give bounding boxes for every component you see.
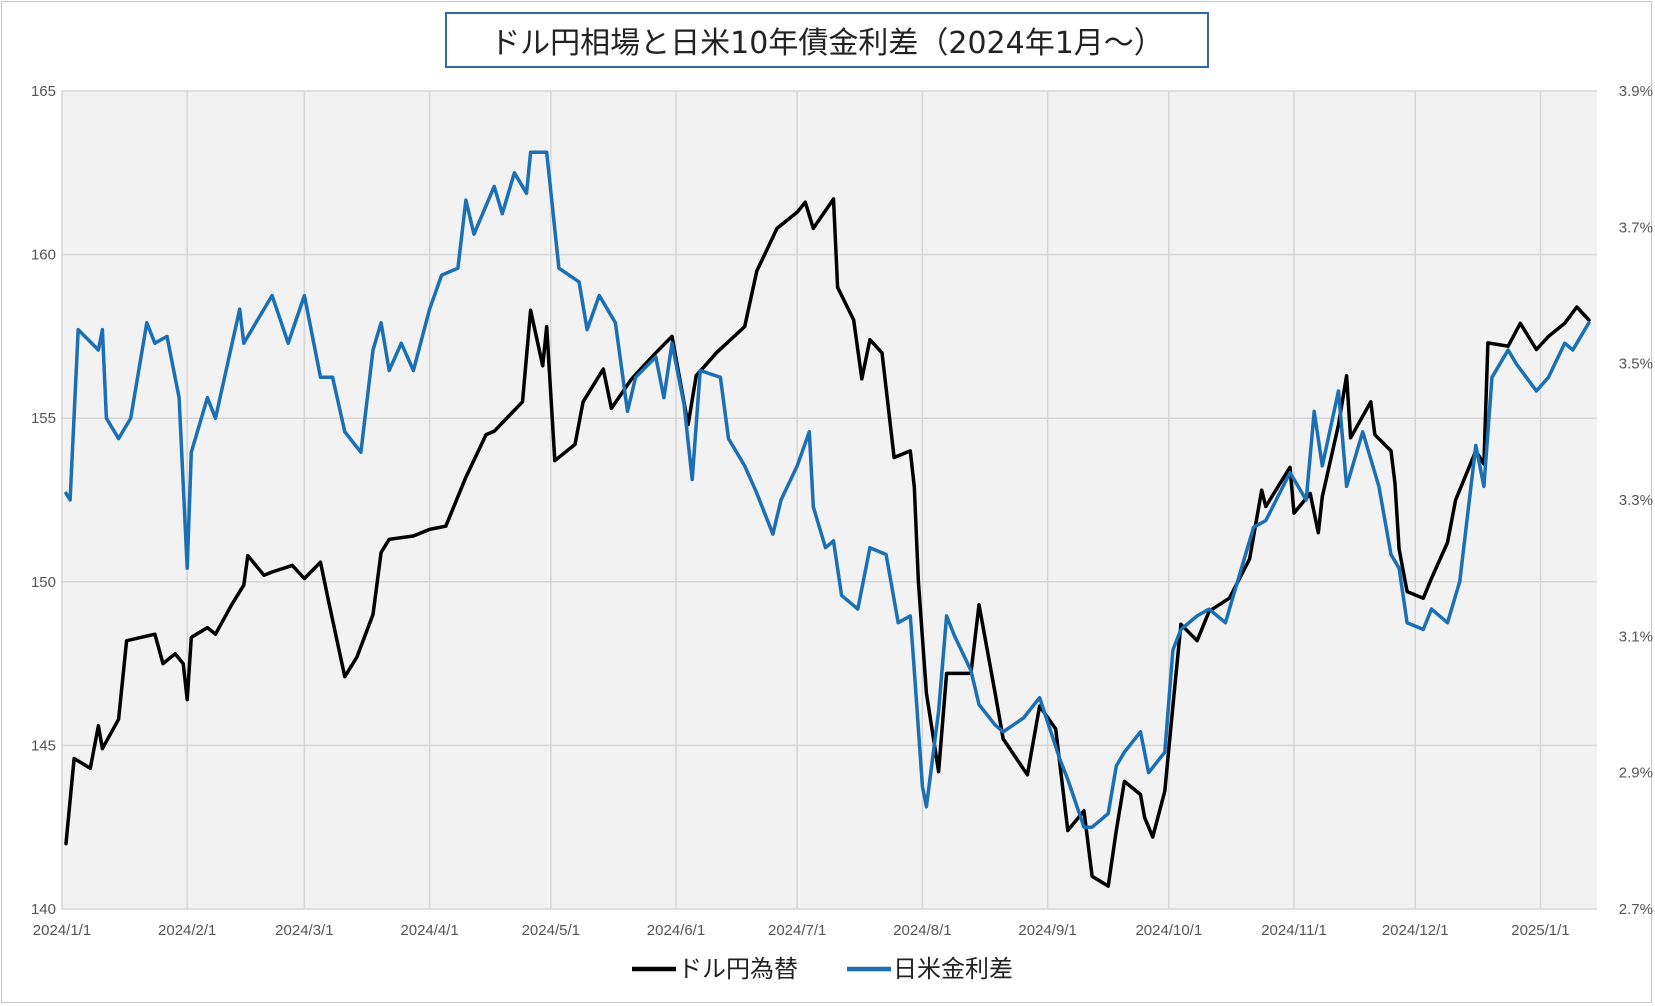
x-tick-label: 2024/8/1 [893,922,951,939]
x-tick-label: 2024/2/1 [158,922,216,939]
x-tick-label: 2024/10/1 [1135,922,1202,939]
y-left-tick-label: 145 [31,737,56,754]
series-lines [64,150,1591,888]
legend-label: 日米金利差 [893,955,1013,983]
y-right-tick-label: 3.7% [1619,219,1653,236]
x-tick-label: 2024/1/1 [33,922,91,939]
x-tick-label: 2025/1/1 [1511,922,1569,939]
y-right-tick-label: 2.9% [1619,765,1653,782]
y-right-tick-label: 3.3% [1619,492,1653,509]
legend-label: ドル円為替 [678,955,798,983]
y-right-tick-label: 3.1% [1619,628,1653,645]
legend: ドル円為替 日米金利差 [632,955,1013,983]
x-tick-label: 2024/4/1 [400,922,458,939]
x-tick-label: 2024/6/1 [647,922,705,939]
x-tick-label: 2024/12/1 [1382,922,1449,939]
plot-area [62,91,1597,909]
y-left-tick-label: 140 [31,901,56,918]
series-line-rate-spread [64,150,1591,829]
y-right-tick-label: 2.7% [1619,901,1653,918]
series-line-usdjpy [64,197,1591,888]
axis-ticks: 140 145 150 155 160 165 2.7% 2.9% 3.1% 3.3% 3.5% 3.… [31,83,1653,939]
x-tick-label: 2024/7/1 [768,922,826,939]
x-tick-label: 2024/9/1 [1018,922,1076,939]
y-left-tick-label: 165 [31,83,56,100]
grid-lines [61,90,1597,910]
y-right-tick-label: 3.5% [1619,356,1653,373]
chart-title: ドル円相場と日米10年債金利差（2024年1月～） [490,26,1164,61]
y-left-tick-label: 150 [31,574,56,591]
y-left-tick-label: 160 [31,247,56,264]
chart-title-box: ドル円相場と日米10年債金利差（2024年1月～） [445,12,1209,68]
y-right-tick-label: 3.9% [1619,83,1653,100]
x-tick-label: 2024/5/1 [522,922,580,939]
x-tick-label: 2024/11/1 [1261,922,1327,939]
x-tick-label: 2024/3/1 [275,922,333,939]
y-left-tick-label: 155 [31,410,56,427]
